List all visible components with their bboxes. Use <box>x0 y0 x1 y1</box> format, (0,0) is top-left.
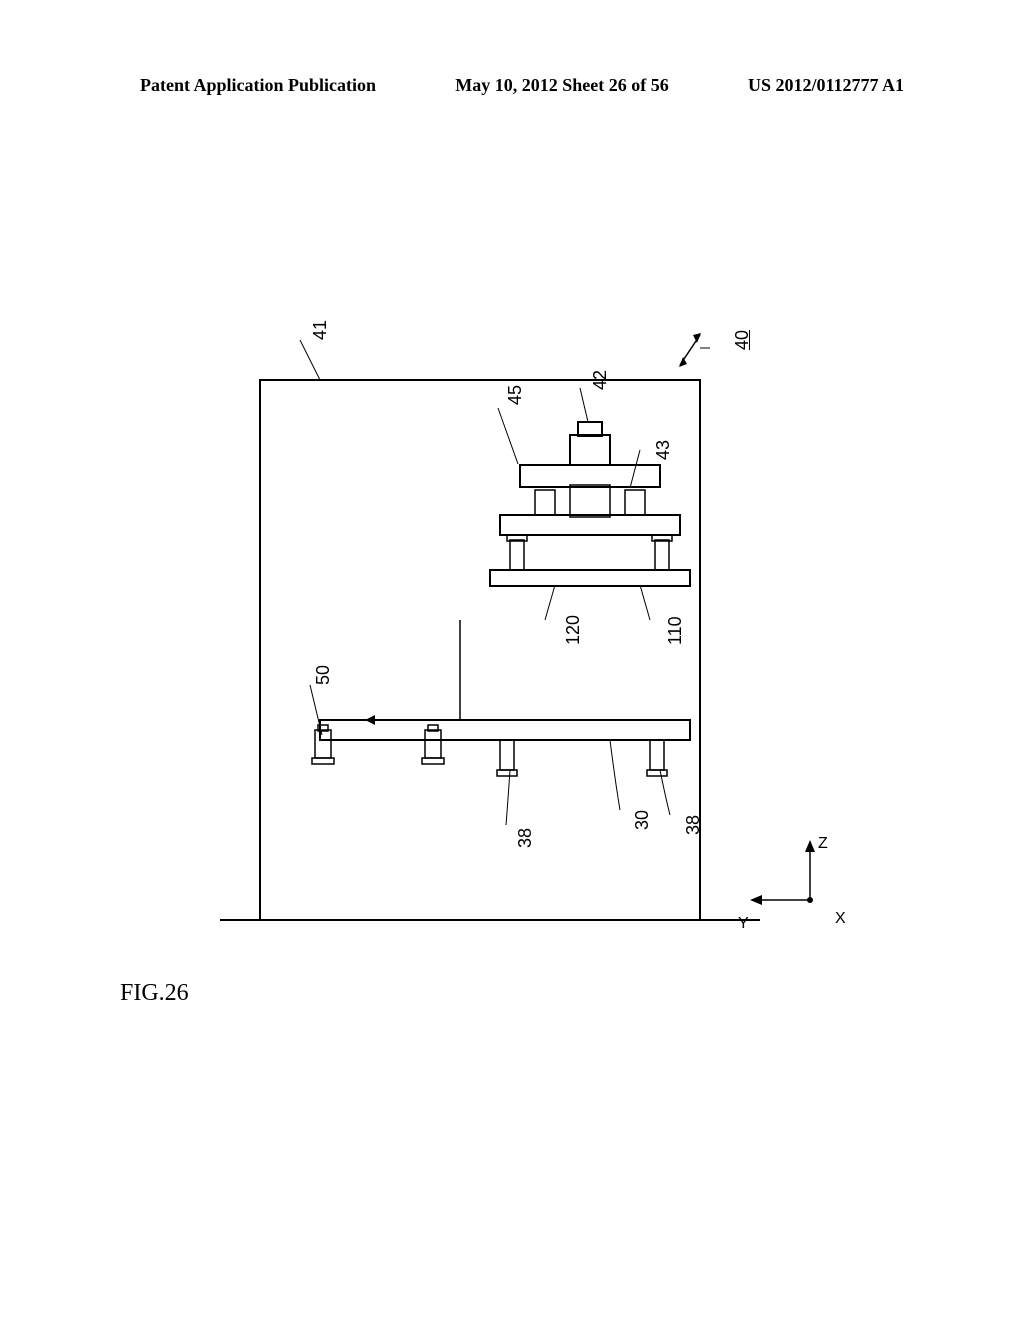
header-left: Patent Application Publication <box>140 75 376 96</box>
header-center: May 10, 2012 Sheet 26 of 56 <box>455 75 668 96</box>
ref-50: 50 <box>313 665 334 685</box>
ref-40: 40 <box>732 330 753 350</box>
ref-45: 45 <box>505 385 526 405</box>
ref-38a: 38 <box>515 828 536 848</box>
axis-y: Y <box>738 915 749 933</box>
ref-38b: 38 <box>683 815 704 835</box>
page-header: Patent Application Publication May 10, 2… <box>0 75 1024 96</box>
ref-110: 110 <box>665 616 686 645</box>
ref-42: 42 <box>590 370 611 390</box>
ref-43: 43 <box>653 440 674 460</box>
axis-z: Z <box>818 835 828 853</box>
figure-label: FIG.26 <box>120 980 189 1007</box>
patent-drawing <box>200 240 900 940</box>
header-right: US 2012/0112777 A1 <box>748 75 904 96</box>
axis-x: X <box>835 910 846 928</box>
figure-container: FIG.26 <box>0 180 1024 1180</box>
ref-41: 41 <box>310 320 331 340</box>
ref-120: 120 <box>563 615 584 645</box>
ref-30: 30 <box>632 810 653 830</box>
